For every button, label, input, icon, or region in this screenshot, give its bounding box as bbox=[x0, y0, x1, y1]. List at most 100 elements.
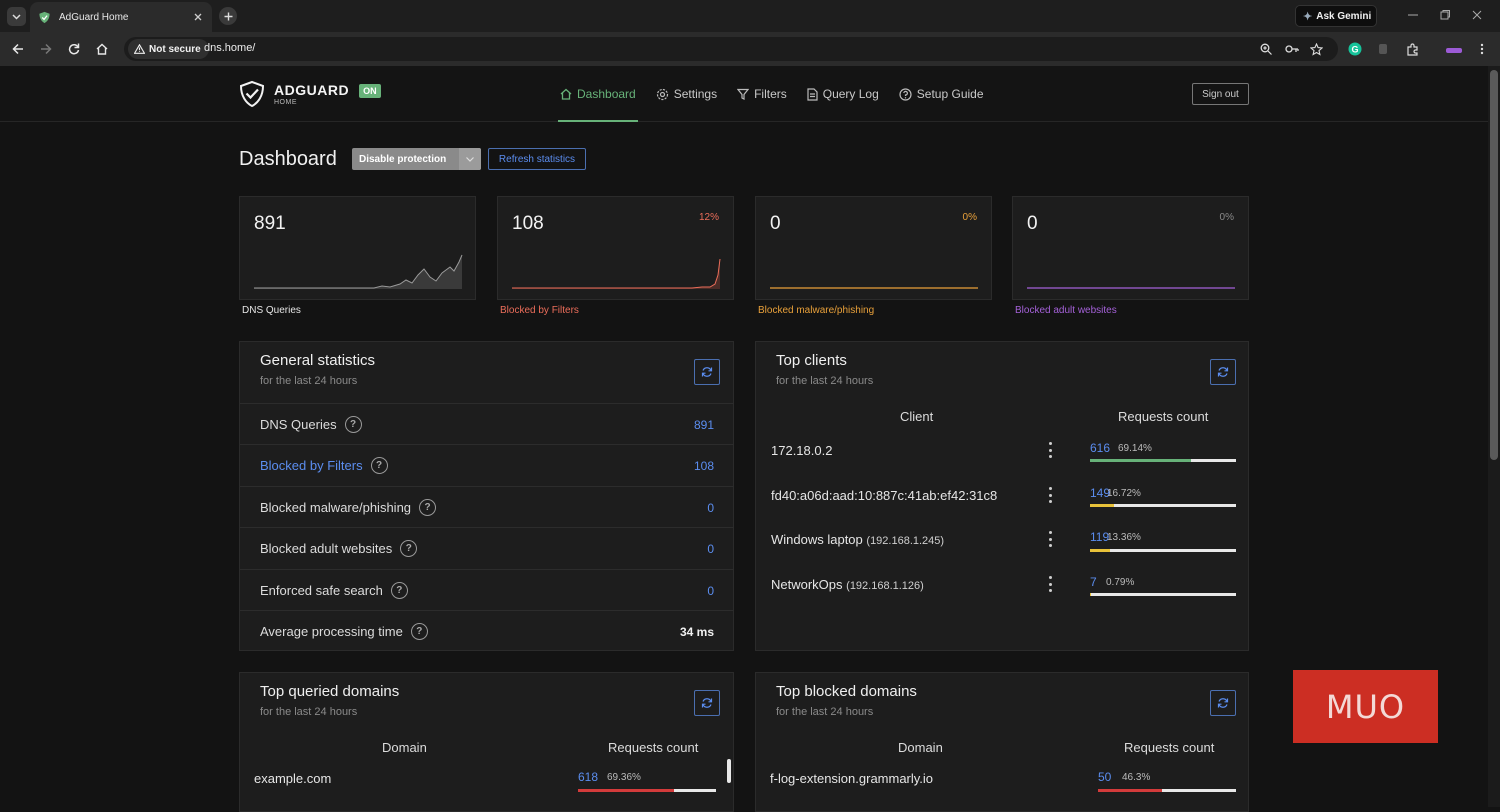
stat-row-dns-queries: DNS Queries? 891 bbox=[240, 403, 734, 445]
nav-dashboard[interactable]: Dashboard bbox=[558, 66, 638, 122]
browser-menu-icon[interactable] bbox=[1474, 41, 1490, 57]
nav-setup-guide[interactable]: Setup Guide bbox=[899, 66, 984, 122]
request-bar-fill bbox=[1090, 504, 1115, 507]
column-header-requests[interactable]: Requests count bbox=[1118, 409, 1209, 424]
browser-tab[interactable]: AdGuard Home bbox=[30, 2, 212, 32]
stat-value: 891 bbox=[254, 213, 286, 234]
tab-search-button[interactable] bbox=[7, 7, 26, 26]
help-icon[interactable]: ? bbox=[400, 540, 418, 557]
panel-title: Top queried domains bbox=[260, 683, 400, 700]
ask-gemini-label: Ask Gemini bbox=[1316, 10, 1372, 22]
zoom-icon[interactable] bbox=[1258, 41, 1274, 57]
password-key-icon[interactable] bbox=[1284, 41, 1300, 57]
refresh-panel-button[interactable] bbox=[694, 359, 720, 385]
address-bar[interactable]: Not secure dns.home/ bbox=[124, 37, 1338, 61]
minimize-icon[interactable] bbox=[1406, 8, 1420, 22]
column-header-domain[interactable]: Domain bbox=[382, 740, 427, 755]
request-count[interactable]: 618 bbox=[578, 770, 599, 784]
client-menu-icon[interactable] bbox=[1045, 442, 1055, 458]
adguard-logo[interactable]: ADGUARD HOME ON bbox=[238, 80, 381, 108]
app-header: ADGUARD HOME ON Dashboard Settings Filte… bbox=[0, 66, 1488, 122]
row-label: DNS Queries bbox=[260, 417, 337, 432]
request-bar-fill bbox=[1098, 789, 1162, 792]
stat-card-blocked-malware: 0 0% bbox=[755, 196, 992, 300]
stat-label-blocked-adult: Blocked adult websites bbox=[1015, 305, 1117, 316]
stat-percent: 0% bbox=[1219, 212, 1234, 223]
row-value[interactable]: 108 bbox=[693, 458, 714, 473]
back-arrow-icon[interactable] bbox=[10, 41, 26, 57]
url-text[interactable]: dns.home/ bbox=[204, 42, 256, 54]
stat-label-blocked-filters: Blocked by Filters bbox=[500, 305, 579, 316]
svg-text:G: G bbox=[1351, 45, 1358, 55]
client-name[interactable]: 172.18.0.2 bbox=[771, 443, 833, 458]
stat-row-safe-search: Enforced safe search? 0 bbox=[240, 569, 734, 611]
request-count[interactable]: 119 bbox=[1090, 530, 1110, 544]
column-header-domain[interactable]: Domain bbox=[898, 740, 943, 755]
client-menu-icon[interactable] bbox=[1045, 531, 1055, 547]
logo-subtitle: HOME bbox=[274, 98, 297, 106]
row-label[interactable]: Blocked by Filters bbox=[260, 458, 363, 473]
client-name[interactable]: fd40:a06d:aad:10:887c:41ab:ef42:31c8 bbox=[771, 488, 998, 503]
row-value[interactable]: 0 bbox=[707, 500, 714, 515]
new-tab-button[interactable] bbox=[219, 7, 237, 25]
panel-subtitle: for the last 24 hours bbox=[776, 706, 874, 718]
help-icon[interactable]: ? bbox=[419, 499, 437, 516]
ask-gemini-button[interactable]: ✦ Ask Gemini bbox=[1295, 5, 1377, 27]
home-button-icon[interactable] bbox=[94, 41, 110, 57]
row-value[interactable]: 0 bbox=[707, 541, 714, 556]
nav-settings[interactable]: Settings bbox=[656, 66, 717, 122]
client-name[interactable]: NetworkOps (192.168.1.126) bbox=[771, 577, 924, 592]
help-icon[interactable]: ? bbox=[370, 457, 388, 474]
domain-name[interactable]: f-log-extension.grammarly.io bbox=[770, 771, 934, 786]
grammarly-extension-icon[interactable]: G bbox=[1347, 41, 1363, 57]
stat-row-blocked-adult: Blocked adult websites? 0 bbox=[240, 527, 734, 569]
row-value[interactable]: 891 bbox=[693, 417, 714, 432]
row-label: Enforced safe search bbox=[260, 583, 383, 598]
help-icon[interactable]: ? bbox=[344, 416, 362, 433]
bookmark-star-icon[interactable] bbox=[1308, 41, 1324, 57]
request-count[interactable]: 50 bbox=[1098, 770, 1112, 784]
nav-setup-guide-label: Setup Guide bbox=[916, 87, 984, 101]
help-icon[interactable]: ? bbox=[390, 582, 408, 599]
panel-subtitle: for the last 24 hours bbox=[260, 706, 358, 718]
refresh-panel-button[interactable] bbox=[1210, 690, 1236, 716]
request-count[interactable]: 616 bbox=[1090, 441, 1111, 455]
extension-icon[interactable] bbox=[1375, 41, 1391, 57]
nav-filters[interactable]: Filters bbox=[737, 66, 787, 122]
column-header-requests[interactable]: Requests count bbox=[1124, 740, 1215, 755]
help-icon[interactable]: ? bbox=[410, 623, 428, 640]
refresh-statistics-button[interactable]: Refresh statistics bbox=[488, 148, 586, 170]
client-menu-icon[interactable] bbox=[1045, 487, 1055, 503]
sign-out-button[interactable]: Sign out bbox=[1192, 83, 1249, 105]
security-chip[interactable]: Not secure bbox=[128, 39, 209, 59]
request-count[interactable]: 149 bbox=[1090, 486, 1111, 500]
request-bar-fill bbox=[578, 789, 674, 792]
request-bar bbox=[1090, 549, 1236, 552]
tab-close-icon[interactable] bbox=[190, 9, 206, 25]
client-menu-icon[interactable] bbox=[1045, 576, 1055, 592]
refresh-panel-button[interactable] bbox=[1210, 359, 1236, 385]
disable-protection-button[interactable]: Disable protection bbox=[352, 148, 481, 170]
page-scrollbar-thumb[interactable] bbox=[1490, 70, 1498, 460]
forward-arrow-icon[interactable] bbox=[38, 41, 54, 57]
row-label: Blocked adult websites bbox=[260, 541, 393, 556]
request-count[interactable]: 7 bbox=[1090, 575, 1097, 589]
close-window-icon[interactable] bbox=[1470, 8, 1484, 22]
column-header-requests[interactable]: Requests count bbox=[608, 740, 699, 755]
restore-icon[interactable] bbox=[1438, 8, 1452, 22]
row-label: Average processing time bbox=[260, 624, 403, 639]
disable-protection-dropdown[interactable] bbox=[459, 148, 481, 170]
puzzle-extensions-icon[interactable] bbox=[1404, 41, 1420, 57]
column-header-client[interactable]: Client bbox=[900, 409, 934, 424]
row-value[interactable]: 0 bbox=[707, 583, 714, 598]
panel-scrollbar-thumb[interactable] bbox=[727, 759, 731, 783]
nav-dashboard-label: Dashboard bbox=[577, 87, 636, 101]
domain-name[interactable]: example.com bbox=[254, 771, 332, 786]
nav-query-log[interactable]: Query Log bbox=[807, 66, 879, 122]
reload-icon[interactable] bbox=[66, 41, 82, 57]
client-name[interactable]: Windows laptop (192.168.1.245) bbox=[771, 532, 945, 547]
refresh-panel-button[interactable] bbox=[694, 690, 720, 716]
profile-avatar-icon[interactable] bbox=[1446, 41, 1462, 57]
protection-status-badge: ON bbox=[359, 84, 381, 98]
help-circle-icon bbox=[899, 87, 912, 101]
